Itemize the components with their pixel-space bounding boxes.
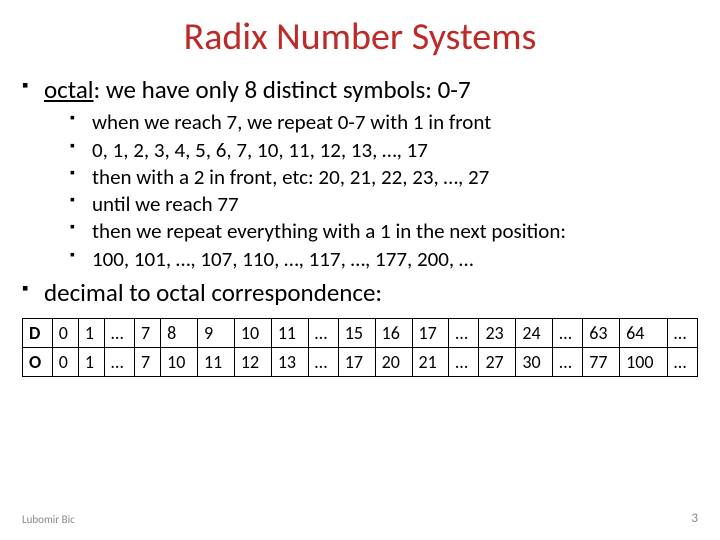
cell: 63 <box>583 319 620 348</box>
sub-bullet: until we reach 77 <box>92 191 698 218</box>
bullet-list: octal: we have only 8 distinct symbols: … <box>22 74 698 308</box>
table-row: D 0 1 … 7 8 9 10 11 … 15 16 17 … 23 24 …… <box>23 319 698 348</box>
cell: 10 <box>161 348 198 377</box>
footer-page-number: 3 <box>691 511 698 526</box>
sub-bullet: when we reach 7, we repeat 0-7 with 1 in… <box>92 109 698 136</box>
cell: … <box>104 319 134 348</box>
sub-bullet: 0, 1, 2, 3, 4, 5, 6, 7, 10, 11, 12, 13, … <box>92 137 698 164</box>
cell: 24 <box>516 319 553 348</box>
cell: 77 <box>583 348 620 377</box>
cell: … <box>553 348 583 377</box>
cell: 100 <box>620 348 668 377</box>
cell: … <box>667 319 697 348</box>
bullet-octal: octal: we have only 8 distinct symbols: … <box>44 74 698 273</box>
slide: Radix Number Systems octal: we have only… <box>0 0 720 540</box>
sub-bullet-list: when we reach 7, we repeat 0-7 with 1 in… <box>44 109 698 273</box>
cell: 21 <box>412 348 449 377</box>
cell: 23 <box>479 319 516 348</box>
cell: 13 <box>271 348 308 377</box>
cell: 30 <box>516 348 553 377</box>
cell: 0 <box>52 319 78 348</box>
cell: … <box>308 348 338 377</box>
cell: 0 <box>52 348 78 377</box>
bullet-octal-label: octal <box>44 74 94 105</box>
cell: 1 <box>78 319 104 348</box>
cell: … <box>553 319 583 348</box>
bullet-correspondence: decimal to octal correspondence: <box>44 277 698 308</box>
cell: 17 <box>412 319 449 348</box>
table-row: O 0 1 … 7 10 11 12 13 … 17 20 21 … 27 30… <box>23 348 698 377</box>
cell: 9 <box>198 319 235 348</box>
sub-bullet: 100, 101, …, 107, 110, …, 117, …, 177, 2… <box>92 246 698 273</box>
cell: 64 <box>620 319 668 348</box>
cell: 1 <box>78 348 104 377</box>
cell: 10 <box>234 319 271 348</box>
cell: … <box>104 348 134 377</box>
row-header-d: D <box>23 319 53 348</box>
cell: 15 <box>338 319 375 348</box>
cell: 11 <box>198 348 235 377</box>
cell: … <box>667 348 697 377</box>
row-header-o: O <box>23 348 53 377</box>
cell: 16 <box>375 319 412 348</box>
correspondence-table: D 0 1 … 7 8 9 10 11 … 15 16 17 … 23 24 …… <box>22 318 698 377</box>
cell: 11 <box>271 319 308 348</box>
sub-bullet: then with a 2 in front, etc: 20, 21, 22,… <box>92 164 698 191</box>
cell: 12 <box>234 348 271 377</box>
cell: 20 <box>375 348 412 377</box>
footer-author: Lubomir Bic <box>22 513 75 526</box>
cell: … <box>308 319 338 348</box>
cell: … <box>449 348 479 377</box>
cell: 27 <box>479 348 516 377</box>
cell: 7 <box>135 319 161 348</box>
cell: … <box>449 319 479 348</box>
slide-title: Radix Number Systems <box>22 14 698 60</box>
cell: 8 <box>161 319 198 348</box>
cell: 17 <box>338 348 375 377</box>
sub-bullet: then we repeat everything with a 1 in th… <box>92 218 698 245</box>
bullet-octal-rest: : we have only 8 distinct symbols: 0-7 <box>94 74 471 105</box>
cell: 7 <box>135 348 161 377</box>
